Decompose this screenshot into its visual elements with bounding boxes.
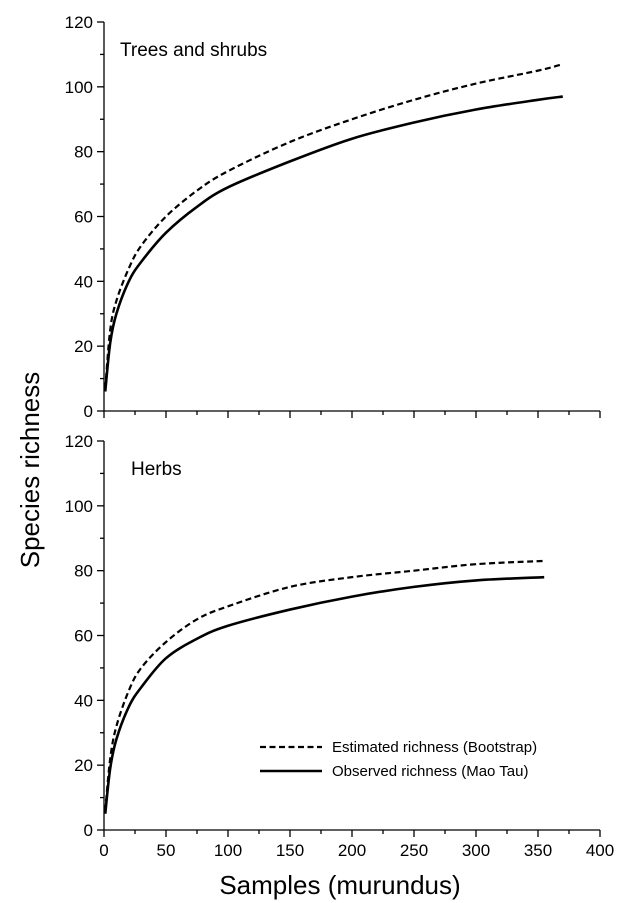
x-tick-label: 50 xyxy=(157,841,176,860)
x-tick-label: 250 xyxy=(400,841,428,860)
legend: Estimated richness (Bootstrap) Observed r… xyxy=(260,739,537,780)
observed-richness-line xyxy=(103,95,563,392)
y-tick-label: 20 xyxy=(74,337,93,356)
y-tick-label: 120 xyxy=(65,13,93,32)
x-tick-label: 400 xyxy=(586,841,614,860)
x-tick-label: 150 xyxy=(276,841,304,860)
panel-label: Herbs xyxy=(131,459,182,480)
x-tick-label: 300 xyxy=(462,841,490,860)
y-tick-label: 80 xyxy=(74,562,93,581)
y-tick-label: 60 xyxy=(74,627,93,646)
estimated-richness-line xyxy=(104,559,545,811)
legend-entry-label: Observed richness (Mao Tau) xyxy=(332,763,528,780)
y-axis-title: Species richness xyxy=(15,372,45,569)
y-tick-label: 120 xyxy=(65,432,93,451)
x-axis-title: Samples (murundus) xyxy=(219,870,460,900)
observed-richness-line xyxy=(103,575,545,814)
panel-label: Trees and shrubs xyxy=(120,40,267,61)
y-tick-label: 100 xyxy=(65,78,93,97)
y-tick-label: 100 xyxy=(65,497,93,516)
legend-entry-label: Estimated richness (Bootstrap) xyxy=(332,739,537,756)
x-tick-label: 350 xyxy=(524,841,552,860)
y-tick-label: 80 xyxy=(74,143,93,162)
y-tick-label: 40 xyxy=(74,272,93,291)
x-tick-label: 100 xyxy=(214,841,242,860)
panel-trees-and-shrubs: 0 20 40 60 80 100 120 Trees and shrubs xyxy=(65,13,601,421)
panel-herbs: 0 20 40 60 80 100 120 0 50 100 150 200 250 300 350 400 H… xyxy=(65,432,615,900)
y-tick-label: 40 xyxy=(74,691,93,710)
y-tick-label: 20 xyxy=(74,756,93,775)
y-tick-label: 0 xyxy=(84,821,93,840)
y-tick-label: 60 xyxy=(74,208,93,227)
x-tick-label: 0 xyxy=(99,841,108,860)
x-tick-label: 200 xyxy=(338,841,366,860)
y-tick-label: 0 xyxy=(84,402,93,421)
estimated-richness-line xyxy=(104,63,564,389)
